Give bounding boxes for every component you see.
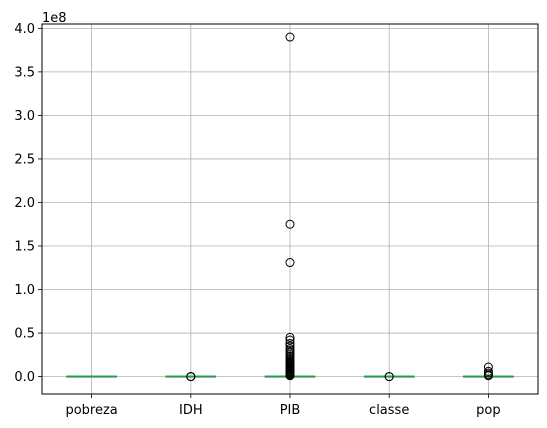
x-tick-label: IDH [179, 403, 203, 418]
outlier-point [186, 372, 196, 382]
outlier-point [483, 371, 493, 381]
box-pop [463, 362, 514, 381]
y-tick-label: 0.0 [14, 370, 35, 385]
box-pobreza [66, 375, 117, 378]
y-tick-label: 2.5 [14, 152, 35, 167]
boxes [66, 32, 514, 382]
x-tick-label: PIB [280, 403, 301, 418]
y-tick-label: 0.5 [14, 327, 35, 342]
y-tick-label: 2.0 [14, 196, 35, 211]
outlier-point [285, 332, 295, 342]
outlier-point [285, 219, 295, 229]
outlier-point [384, 372, 394, 382]
outlier-point [285, 258, 295, 268]
outlier-point [285, 32, 295, 42]
outlier-point [285, 339, 295, 349]
x-tick-label: pop [476, 403, 500, 418]
box-classe [363, 372, 415, 382]
x-tick-label: classe [369, 403, 409, 418]
y-tick-label: 3.5 [14, 65, 35, 80]
y-tick-label: 4.0 [14, 22, 35, 37]
plot-frame [41, 23, 539, 395]
outlier-point [285, 335, 295, 345]
y-axis-offset-label: 1e8 [42, 11, 67, 26]
y-tick-label: 1.0 [14, 283, 35, 298]
box-IDH [165, 372, 217, 382]
x-tick-label: pobreza [65, 403, 117, 418]
box-PIB [264, 32, 316, 381]
y-tick-label: 1.5 [14, 240, 35, 255]
outlier-point [285, 371, 295, 381]
y-tick-label: 3.0 [14, 109, 35, 124]
grid [42, 24, 538, 394]
ticks: 0.0 0.5 1.0 1.5 2.0 2.5 3.0 3.5 4.0 pobreza IDH PIB… [14, 22, 500, 418]
